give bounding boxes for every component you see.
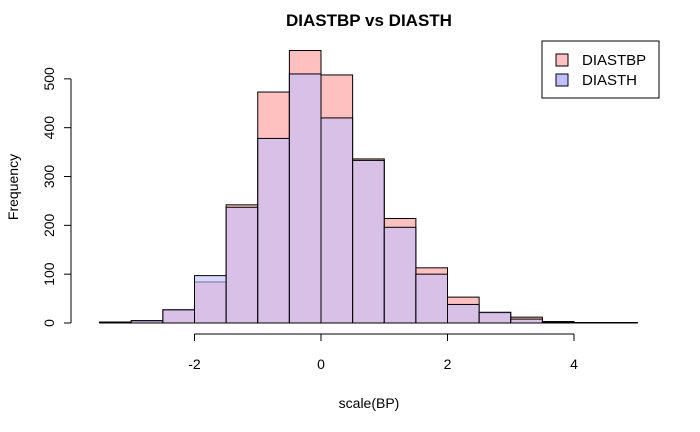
bar-diasth-1 — [130, 320, 164, 324]
legend: DIASTBP DIASTH — [541, 40, 660, 99]
bar-diasth-7 — [320, 117, 354, 324]
legend-box — [541, 40, 660, 99]
bar-diasth-0 — [99, 321, 132, 324]
legend-label-diasth: DIASTH — [582, 72, 637, 89]
bar-diasth-10 — [415, 273, 448, 324]
bar-diasth-14 — [541, 321, 575, 324]
bar-diasth-6 — [288, 73, 322, 324]
bar-diasth-12 — [478, 311, 512, 324]
bar-diasth-5 — [257, 137, 290, 324]
y-tick-label-3: 300 — [41, 165, 57, 189]
bars-layer — [99, 50, 638, 324]
bar-diasth-4 — [225, 206, 259, 324]
bar-diasth-8 — [352, 159, 385, 324]
bar-diasth-11 — [447, 303, 480, 324]
x-tick-label-1: 0 — [317, 356, 325, 372]
x-tick-label-3: 4 — [570, 356, 578, 372]
y-tick-label-5: 500 — [41, 67, 57, 91]
x-tick-label-0: -2 — [188, 356, 201, 372]
x-axis: -2 0 2 4 — [188, 333, 578, 372]
y-tick-label-1: 100 — [41, 262, 57, 286]
legend-swatch-diasth — [555, 73, 569, 87]
legend-label-diastbp: DIASTBP — [582, 52, 646, 69]
bar-diasth-2 — [162, 309, 195, 324]
y-tick-label-4: 400 — [41, 116, 57, 140]
bar-diasth-13 — [510, 318, 543, 324]
x-axis-label: scale(BP) — [339, 395, 400, 411]
chart-title: DIASTBP vs DIASTH — [286, 11, 452, 30]
bar-diasth-9 — [383, 226, 417, 324]
y-axis: 0 100 200 300 400 500 — [41, 67, 72, 327]
x-tick-label-2: 2 — [444, 356, 452, 372]
legend-swatch-diastbp — [555, 53, 569, 67]
y-tick-label-2: 200 — [41, 213, 57, 237]
y-axis-label: Frequency — [5, 154, 21, 220]
y-tick-label-0: 0 — [41, 319, 57, 327]
bar-diasth-3 — [194, 275, 227, 324]
